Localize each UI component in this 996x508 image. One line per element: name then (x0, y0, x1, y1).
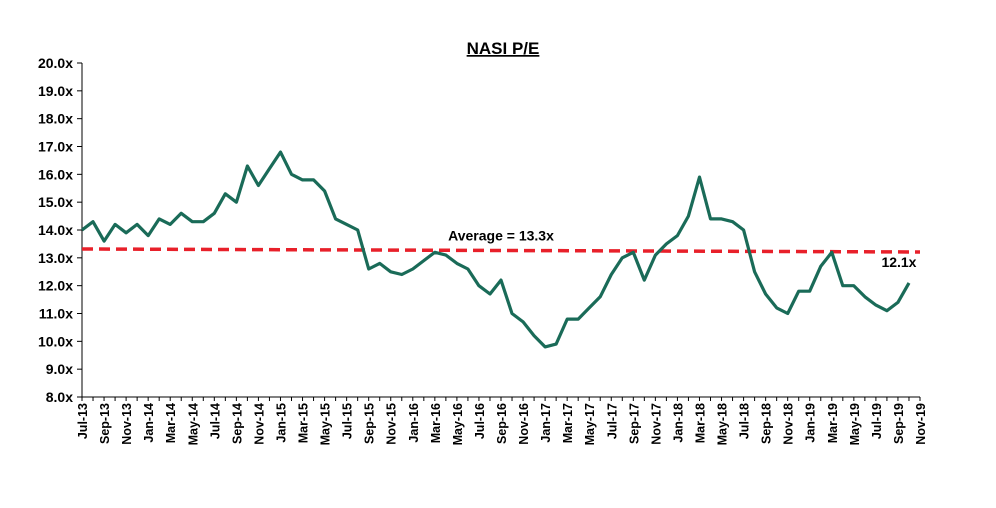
x-tick-label: Nov-15 (385, 403, 399, 445)
y-tick-label: 14.0x (38, 222, 73, 238)
x-tick-label: Jul-15 (341, 403, 355, 439)
x-axis-ticks: Jul-13 Sep-13 Nov-13 Jan-14 Mar-14 May-14 Jul-… (76, 397, 928, 445)
x-tick-label: Jul-18 (738, 403, 752, 439)
x-tick-label: Sep-17 (627, 403, 641, 444)
y-tick-label: 12.0x (38, 278, 73, 294)
x-tick-label: Sep-16 (495, 403, 509, 444)
x-tick-label: May-16 (451, 403, 465, 445)
average-line (81, 247, 921, 254)
series-line-nasi-pe (81, 150, 911, 349)
x-tick-label: Mar-18 (693, 403, 707, 443)
x-tick-label: Mar-19 (826, 403, 840, 443)
y-tick-label: 18.0x (38, 111, 73, 127)
y-tick-label: 15.0x (38, 194, 73, 210)
x-tick-label: Jul-16 (473, 403, 487, 439)
y-tick-label: 17.0x (38, 139, 73, 155)
average-label: Average = 13.3x (448, 227, 554, 243)
x-tick-label: Nov-16 (517, 403, 531, 445)
x-tick-label: Jan-16 (407, 403, 421, 443)
x-tick-label: May-15 (319, 403, 333, 445)
x-tick-label: Mar-16 (429, 403, 443, 443)
x-tick-label: Nov-13 (120, 403, 134, 445)
x-tick-label: May-17 (583, 403, 597, 445)
x-tick-label: Jul-19 (870, 403, 884, 439)
y-tick-label: 16.0x (38, 166, 73, 182)
x-tick-label: Jan-18 (671, 403, 685, 443)
x-tick-label: Sep-18 (760, 403, 774, 444)
y-tick-label: 10.0x (38, 333, 73, 349)
y-tick-label: 20.0x (38, 55, 73, 71)
x-tick-label: Nov-14 (252, 403, 266, 445)
x-tick-label: May-19 (848, 403, 862, 445)
x-tick-label: Nov-17 (649, 403, 663, 445)
x-tick-label: Jan-15 (274, 403, 288, 443)
x-tick-label: Mar-14 (164, 403, 178, 443)
x-tick-label: Sep-13 (98, 403, 112, 444)
y-axis-ticks: 8.0x 9.0x 10.0x 11.0x 12.0x 13.0x 14.0x 15.0x 16… (38, 55, 82, 405)
x-tick-label: Mar-15 (297, 403, 311, 443)
x-tick-label: Jan-17 (539, 403, 553, 443)
y-tick-label: 9.0x (46, 361, 73, 377)
chart-title: NASI P/E (467, 39, 540, 58)
x-tick-label: Sep-15 (363, 403, 377, 444)
x-tick-label: Jan-14 (142, 403, 156, 443)
end-value-label: 12.1x (881, 254, 916, 270)
x-tick-label: Jan-19 (804, 403, 818, 443)
y-tick-label: 13.0x (38, 250, 73, 266)
y-tick-label: 19.0x (38, 83, 73, 99)
x-tick-label: Jul-14 (208, 403, 222, 439)
x-tick-label: Nov-19 (914, 403, 928, 445)
x-tick-label: Jul-17 (605, 403, 619, 439)
x-tick-label: May-18 (716, 403, 730, 445)
x-tick-label: Sep-19 (892, 403, 906, 444)
x-tick-label: Jul-13 (76, 403, 90, 439)
y-tick-label: 11.0x (39, 306, 73, 322)
x-tick-label: Mar-17 (561, 403, 575, 443)
y-tick-label: 8.0x (46, 389, 73, 405)
x-tick-label: Sep-14 (230, 403, 244, 444)
x-tick-label: May-14 (186, 403, 200, 445)
x-tick-label: Nov-18 (782, 403, 796, 445)
